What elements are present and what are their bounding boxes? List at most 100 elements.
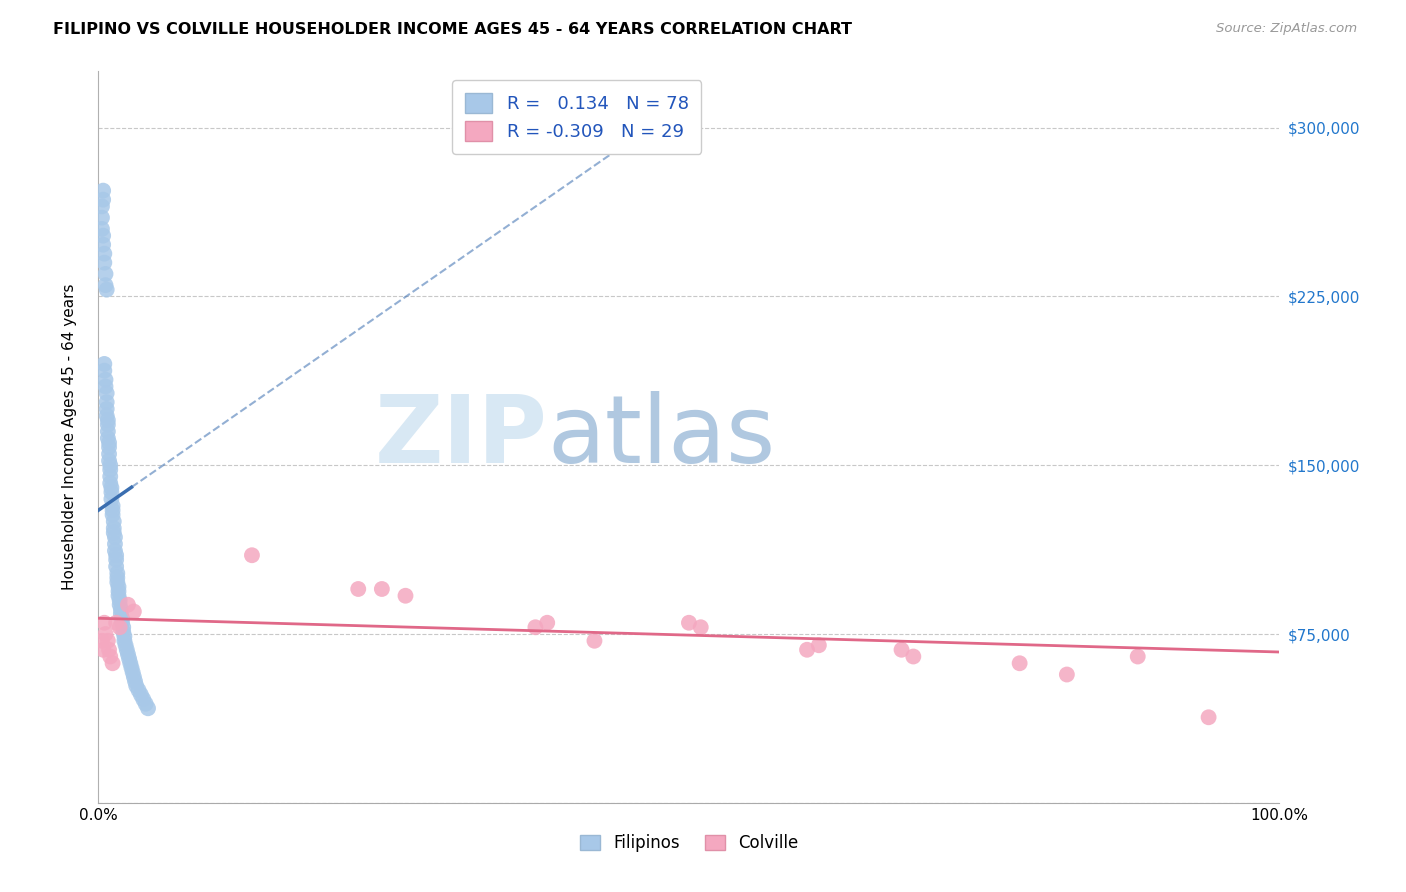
Point — [105, 566, 128, 581]
Point — [98, 458, 121, 473]
Point — [98, 476, 121, 491]
Point — [132, 692, 155, 706]
Point — [371, 582, 394, 596]
Point — [108, 620, 131, 634]
Point — [98, 649, 121, 664]
Point — [93, 246, 115, 260]
Point — [125, 679, 148, 693]
Point — [124, 674, 146, 689]
Point — [98, 453, 121, 467]
Point — [121, 661, 143, 675]
Point — [1126, 649, 1149, 664]
Point — [118, 652, 141, 666]
Text: ZIP: ZIP — [374, 391, 547, 483]
Point — [101, 508, 124, 522]
Point — [524, 620, 547, 634]
Point — [100, 481, 122, 495]
Point — [536, 615, 558, 630]
Point — [103, 525, 125, 540]
Point — [105, 571, 128, 585]
Point — [91, 184, 114, 198]
Point — [98, 435, 121, 450]
Point — [103, 515, 125, 529]
Point — [129, 688, 152, 702]
Point — [117, 598, 139, 612]
Point — [107, 580, 129, 594]
Point — [112, 629, 135, 643]
Point — [105, 615, 128, 630]
Point — [91, 199, 114, 213]
Point — [122, 605, 145, 619]
Point — [94, 267, 117, 281]
Point — [394, 589, 416, 603]
Point — [101, 499, 124, 513]
Point — [796, 642, 818, 657]
Point — [105, 559, 128, 574]
Point — [97, 425, 120, 439]
Point — [94, 373, 117, 387]
Point — [104, 543, 127, 558]
Point — [96, 409, 118, 423]
Y-axis label: Householder Income Ages 45 - 64 years: Householder Income Ages 45 - 64 years — [62, 284, 77, 591]
Point — [104, 537, 127, 551]
Point — [111, 611, 134, 625]
Point — [807, 638, 830, 652]
Point — [94, 278, 117, 293]
Point — [107, 584, 129, 599]
Point — [111, 615, 134, 630]
Point — [103, 521, 125, 535]
Legend: Filipinos, Colville: Filipinos, Colville — [571, 826, 807, 860]
Point — [97, 633, 120, 648]
Point — [114, 638, 136, 652]
Point — [96, 401, 118, 416]
Point — [97, 413, 120, 427]
Point — [903, 649, 925, 664]
Point — [96, 283, 118, 297]
Point — [112, 620, 135, 634]
Point — [890, 642, 912, 657]
Point — [240, 548, 263, 562]
Point — [94, 627, 117, 641]
Point — [98, 447, 121, 461]
Point — [91, 633, 114, 648]
Point — [97, 417, 120, 432]
Point — [120, 657, 142, 671]
Point — [107, 589, 129, 603]
Point — [583, 633, 606, 648]
Point — [100, 485, 122, 500]
Point — [100, 491, 122, 506]
Point — [108, 598, 131, 612]
Point — [110, 607, 132, 621]
Point — [110, 602, 132, 616]
Point — [105, 575, 128, 590]
Point — [98, 440, 121, 454]
Point — [101, 503, 124, 517]
Point — [96, 386, 118, 401]
Point — [104, 530, 127, 544]
Point — [136, 701, 159, 715]
Point — [91, 222, 114, 236]
Point — [135, 697, 157, 711]
Point — [122, 670, 145, 684]
Point — [1056, 667, 1078, 681]
Point — [93, 364, 115, 378]
Point — [98, 469, 121, 483]
Point — [121, 665, 143, 680]
Point — [91, 237, 114, 252]
Point — [115, 642, 138, 657]
Text: atlas: atlas — [547, 391, 776, 483]
Point — [94, 379, 117, 393]
Point — [105, 553, 128, 567]
Text: FILIPINO VS COLVILLE HOUSEHOLDER INCOME AGES 45 - 64 YEARS CORRELATION CHART: FILIPINO VS COLVILLE HOUSEHOLDER INCOME … — [53, 22, 852, 37]
Point — [93, 255, 115, 269]
Text: Source: ZipAtlas.com: Source: ZipAtlas.com — [1216, 22, 1357, 36]
Point — [105, 548, 128, 562]
Point — [91, 211, 114, 225]
Point — [93, 615, 115, 630]
Point — [1198, 710, 1220, 724]
Point — [1008, 657, 1031, 671]
Point — [108, 593, 131, 607]
Point — [347, 582, 370, 596]
Point — [96, 395, 118, 409]
Point — [98, 463, 121, 477]
